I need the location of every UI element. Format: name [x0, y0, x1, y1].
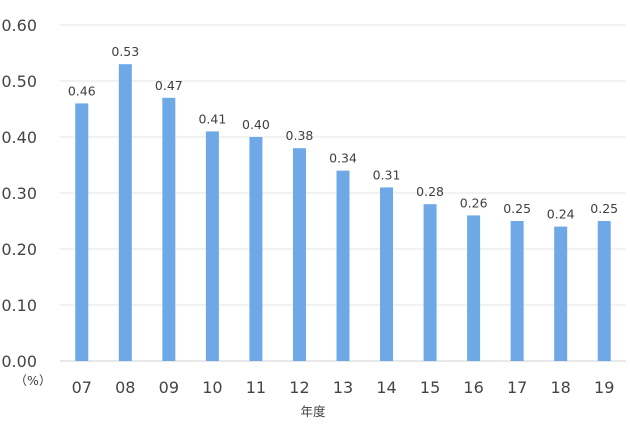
data-label-19: 0.25 [590, 201, 618, 216]
data-labels: 0.46 0.53 0.47 0.41 0.40 0.38 0.34 0.31 0.28 0.26… [68, 44, 618, 221]
x-axis-tick-label-10: 10 [202, 378, 222, 397]
data-label-14: 0.31 [373, 167, 401, 182]
y-axis-tick-label: 0.10 [1, 296, 37, 315]
data-label-16: 0.26 [460, 195, 488, 210]
bar-17 [510, 221, 524, 361]
bar-14 [380, 187, 394, 361]
y-axis-tick-label: 0.50 [1, 72, 37, 91]
y-axis-tick-label: 0.40 [1, 128, 37, 147]
bar-13 [336, 170, 350, 361]
bar-11 [249, 137, 263, 361]
y-axis-tick-label: 0.30 [1, 184, 37, 203]
data-label-17: 0.25 [503, 201, 531, 216]
y-axis-unit-label: （%） [15, 373, 52, 388]
x-axis-tick-label-08: 08 [115, 378, 135, 397]
x-axis-tick-label-16: 16 [463, 378, 483, 397]
data-label-07: 0.46 [68, 83, 96, 98]
x-axis-tick-label-09: 09 [159, 378, 179, 397]
data-label-11: 0.40 [242, 117, 270, 132]
y-axis-tick-label: 0.00 [1, 352, 37, 371]
bar-18 [554, 226, 568, 361]
bar-10 [205, 131, 219, 361]
x-axis-tick-label-17: 17 [507, 378, 527, 397]
x-axis-tick-label-07: 07 [72, 378, 92, 397]
x-axis-tick-label-19: 19 [594, 378, 614, 397]
bar-08 [118, 64, 132, 361]
x-axis-title: 年度 [300, 404, 326, 419]
y-axis-tick-label: 0.60 [1, 16, 37, 35]
x-axis-tick-label-14: 14 [376, 378, 396, 397]
y-axis-tick-label: 0.20 [1, 240, 37, 259]
data-label-18: 0.24 [547, 207, 575, 222]
bar-19 [597, 221, 611, 361]
data-label-13: 0.34 [329, 151, 357, 166]
x-axis-tick-label-18: 18 [551, 378, 571, 397]
data-label-08: 0.53 [111, 44, 139, 59]
bar-12 [292, 148, 306, 361]
y-axis-tick-labels: 0.00 0.10 0.20 0.30 0.40 0.50 0.60 [1, 16, 37, 371]
x-axis-tick-label-15: 15 [420, 378, 440, 397]
bar-15 [423, 204, 437, 361]
x-axis-tick-label-12: 12 [289, 378, 309, 397]
bar-09 [162, 97, 176, 362]
x-axis-tick-labels: 07 08 09 10 11 12 13 14 15 16 17 18 19 [72, 378, 615, 397]
x-axis-tick-label-11: 11 [246, 378, 266, 397]
data-label-12: 0.38 [286, 128, 314, 143]
data-label-15: 0.28 [416, 184, 444, 199]
x-axis-tick-label-13: 13 [333, 378, 353, 397]
bar-07 [75, 103, 89, 362]
data-label-10: 0.41 [198, 111, 226, 126]
bar-16 [467, 215, 481, 361]
data-label-09: 0.47 [155, 78, 183, 93]
bars [75, 64, 611, 362]
